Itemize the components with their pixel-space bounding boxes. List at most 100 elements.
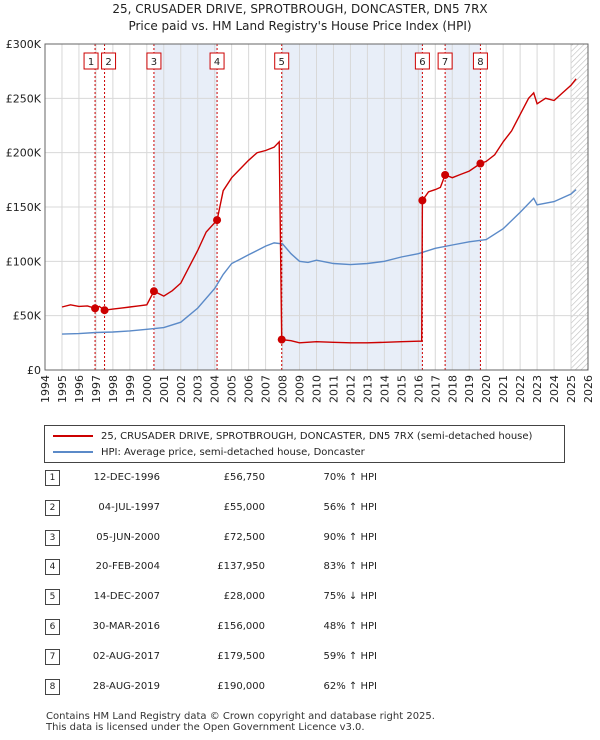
sale-number-box (274, 52, 290, 70)
x-tick-label: 2008 (277, 375, 290, 403)
sale-hpi-change: 48% ↑ HPI (323, 621, 377, 632)
sale-number-label: 8 (477, 57, 483, 68)
sale-number-badge: 4 (45, 559, 60, 576)
sale-hpi-change: 59% ↑ HPI (323, 650, 377, 662)
x-tick-label: 2001 (158, 375, 171, 403)
sale-hpi-change: 70% ↑ HPI (323, 472, 377, 483)
sale-point (418, 196, 427, 205)
sale-date: 02-AUG-2017 (92, 650, 160, 662)
sale-number-badge: 7 (45, 648, 60, 665)
x-tick-label: 2016 (412, 375, 425, 403)
sale-hpi-change: 75% ↓ HPI (323, 591, 377, 603)
sale-point (149, 287, 158, 296)
x-tick-label: 2018 (446, 375, 459, 403)
x-tick-label: 2026 (582, 375, 595, 403)
sale-price: £72,500 (223, 531, 265, 543)
sale-date: 30-MAR-2016 (92, 621, 160, 632)
sale-point (100, 306, 109, 315)
x-tick-label: 1997 (90, 375, 103, 403)
x-tick-label: 2007 (260, 375, 273, 403)
sale-price: £28,000 (223, 591, 265, 603)
x-tick-label: 2013 (361, 375, 374, 403)
x-tick-label: 2011 (327, 375, 340, 403)
x-tick-label: 2002 (175, 375, 188, 403)
sale-number-badge: 2 (45, 499, 60, 516)
footer-licence: This data is licensed under the Open Gov… (46, 722, 365, 733)
x-tick-label: 2022 (514, 375, 527, 403)
sale-row: 7 02-AUG-2017 £179,500 59% ↑ HPI (0, 648, 600, 669)
sale-number-label: 7 (442, 57, 448, 68)
sale-price: £137,950 (217, 561, 265, 573)
property-series-line (61, 78, 577, 344)
legend-label-property: 25, CRUSADER DRIVE, SPROTBROUGH, DONCAST… (101, 430, 533, 442)
sale-hpi-change: 90% ↑ HPI (323, 531, 377, 543)
legend-item-property: 25, CRUSADER DRIVE, SPROTBROUGH, DONCAST… (53, 429, 532, 443)
x-tick-label: 2006 (243, 375, 256, 403)
x-tick-label: 2009 (294, 375, 307, 403)
sale-number-box (146, 52, 162, 70)
plot-frame (44, 43, 589, 371)
legend-swatch-hpi (53, 451, 93, 453)
sale-number-label: 4 (214, 57, 220, 68)
sale-number-box (414, 52, 430, 70)
x-tick-label: 2014 (378, 375, 391, 403)
x-tick-label: 2019 (463, 375, 476, 403)
chart-subtitle: Price paid vs. HM Land Registry's House … (128, 19, 472, 33)
sale-row: 8 28-AUG-2019 £190,000 62% ↑ HPI (0, 678, 600, 699)
sale-number-label: 1 (88, 57, 94, 68)
y-tick-label: £300K (6, 38, 42, 51)
y-tick-label: £250K (6, 92, 42, 105)
sale-number-label: 6 (419, 57, 425, 68)
sale-number-box (472, 52, 488, 70)
sale-price: £56,750 (223, 472, 265, 483)
x-tick-label: 2017 (429, 375, 442, 403)
sale-number-badge: 1 (45, 470, 60, 486)
sale-number-label: 3 (151, 57, 157, 68)
sale-hpi-change: 56% ↑ HPI (323, 501, 377, 513)
y-tick-label: £50K (13, 310, 42, 323)
y-tick-label: £0 (27, 364, 41, 377)
sale-number-box (209, 52, 225, 70)
x-tick-label: 1998 (107, 375, 120, 403)
y-tick-label: £200K (6, 147, 42, 160)
sale-date: 14-DEC-2007 (93, 591, 160, 603)
footer-copyright: Contains HM Land Registry data © Crown c… (46, 711, 435, 722)
sale-date: 12-DEC-1996 (93, 472, 160, 483)
sale-row: 1 12-DEC-1996 £56,750 70% ↑ HPI (0, 470, 600, 490)
sale-point (277, 335, 286, 344)
sale-row: 2 04-JUL-1997 £55,000 56% ↑ HPI (0, 499, 600, 520)
sale-number-label: 5 (279, 57, 285, 68)
x-tick-label: 1995 (56, 375, 69, 403)
x-tick-label: 2003 (192, 375, 205, 403)
x-tick-label: 2021 (497, 375, 510, 403)
sale-point (441, 170, 450, 179)
sale-price: £156,000 (217, 621, 265, 632)
hpi-series-line (61, 189, 577, 335)
x-tick-label: 1994 (39, 375, 52, 403)
sale-date: 28-AUG-2019 (92, 680, 160, 692)
x-tick-label: 2024 (548, 375, 561, 403)
sale-number-box (83, 52, 99, 70)
y-tick-label: £150K (6, 201, 42, 214)
sale-point (91, 304, 100, 313)
sale-number-box (101, 52, 117, 70)
x-tick-label: 2015 (395, 375, 408, 403)
x-tick-label: 2020 (480, 375, 493, 403)
sale-number-badge: 6 (45, 619, 60, 635)
x-tick-label: 2025 (565, 375, 578, 403)
sale-price: £55,000 (223, 501, 265, 513)
sale-number-label: 2 (105, 57, 111, 68)
sale-hpi-change: 83% ↑ HPI (323, 561, 377, 573)
sale-point (213, 216, 222, 225)
sale-number-badge: 3 (45, 529, 60, 546)
sale-row: 4 20-FEB-2004 £137,950 83% ↑ HPI (0, 559, 600, 579)
x-tick-label: 2004 (209, 375, 222, 403)
x-tick-label: 1996 (73, 375, 86, 403)
sale-hpi-change: 62% ↑ HPI (323, 680, 377, 692)
legend-label-hpi: HPI: Average price, semi-detached house,… (101, 446, 365, 458)
sale-row: 6 30-MAR-2016 £156,000 48% ↑ HPI (0, 619, 600, 639)
chart-legend: 25, CRUSADER DRIVE, SPROTBROUGH, DONCAST… (44, 425, 565, 463)
sale-number-box (437, 52, 453, 70)
chart-title: 25, CRUSADER DRIVE, SPROTBROUGH, DONCAST… (112, 2, 488, 16)
y-tick-label: £100K (6, 255, 42, 268)
